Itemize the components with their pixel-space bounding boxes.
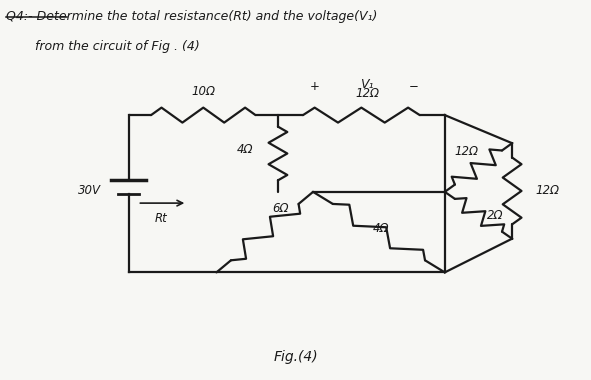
Text: −: − [409, 81, 419, 93]
Text: 12Ω: 12Ω [454, 145, 479, 158]
Text: 30V: 30V [77, 184, 100, 196]
Text: 2Ω: 2Ω [487, 209, 504, 222]
Text: V₁: V₁ [361, 78, 374, 91]
Text: Q4:- Determine the total resistance(Rt) and the voltage(V₁): Q4:- Determine the total resistance(Rt) … [6, 10, 377, 23]
Text: from the circuit of Fig . (4): from the circuit of Fig . (4) [35, 40, 200, 53]
Text: 4Ω: 4Ω [373, 222, 389, 235]
Text: 12Ω: 12Ω [535, 184, 560, 198]
Text: 10Ω: 10Ω [191, 85, 215, 98]
Text: 12Ω: 12Ω [355, 87, 379, 100]
Text: 4Ω: 4Ω [237, 143, 254, 156]
Text: Fig.(4): Fig.(4) [273, 350, 318, 364]
Text: Rt: Rt [154, 212, 167, 225]
Text: +: + [310, 81, 320, 93]
Text: 6Ω: 6Ω [272, 202, 289, 215]
